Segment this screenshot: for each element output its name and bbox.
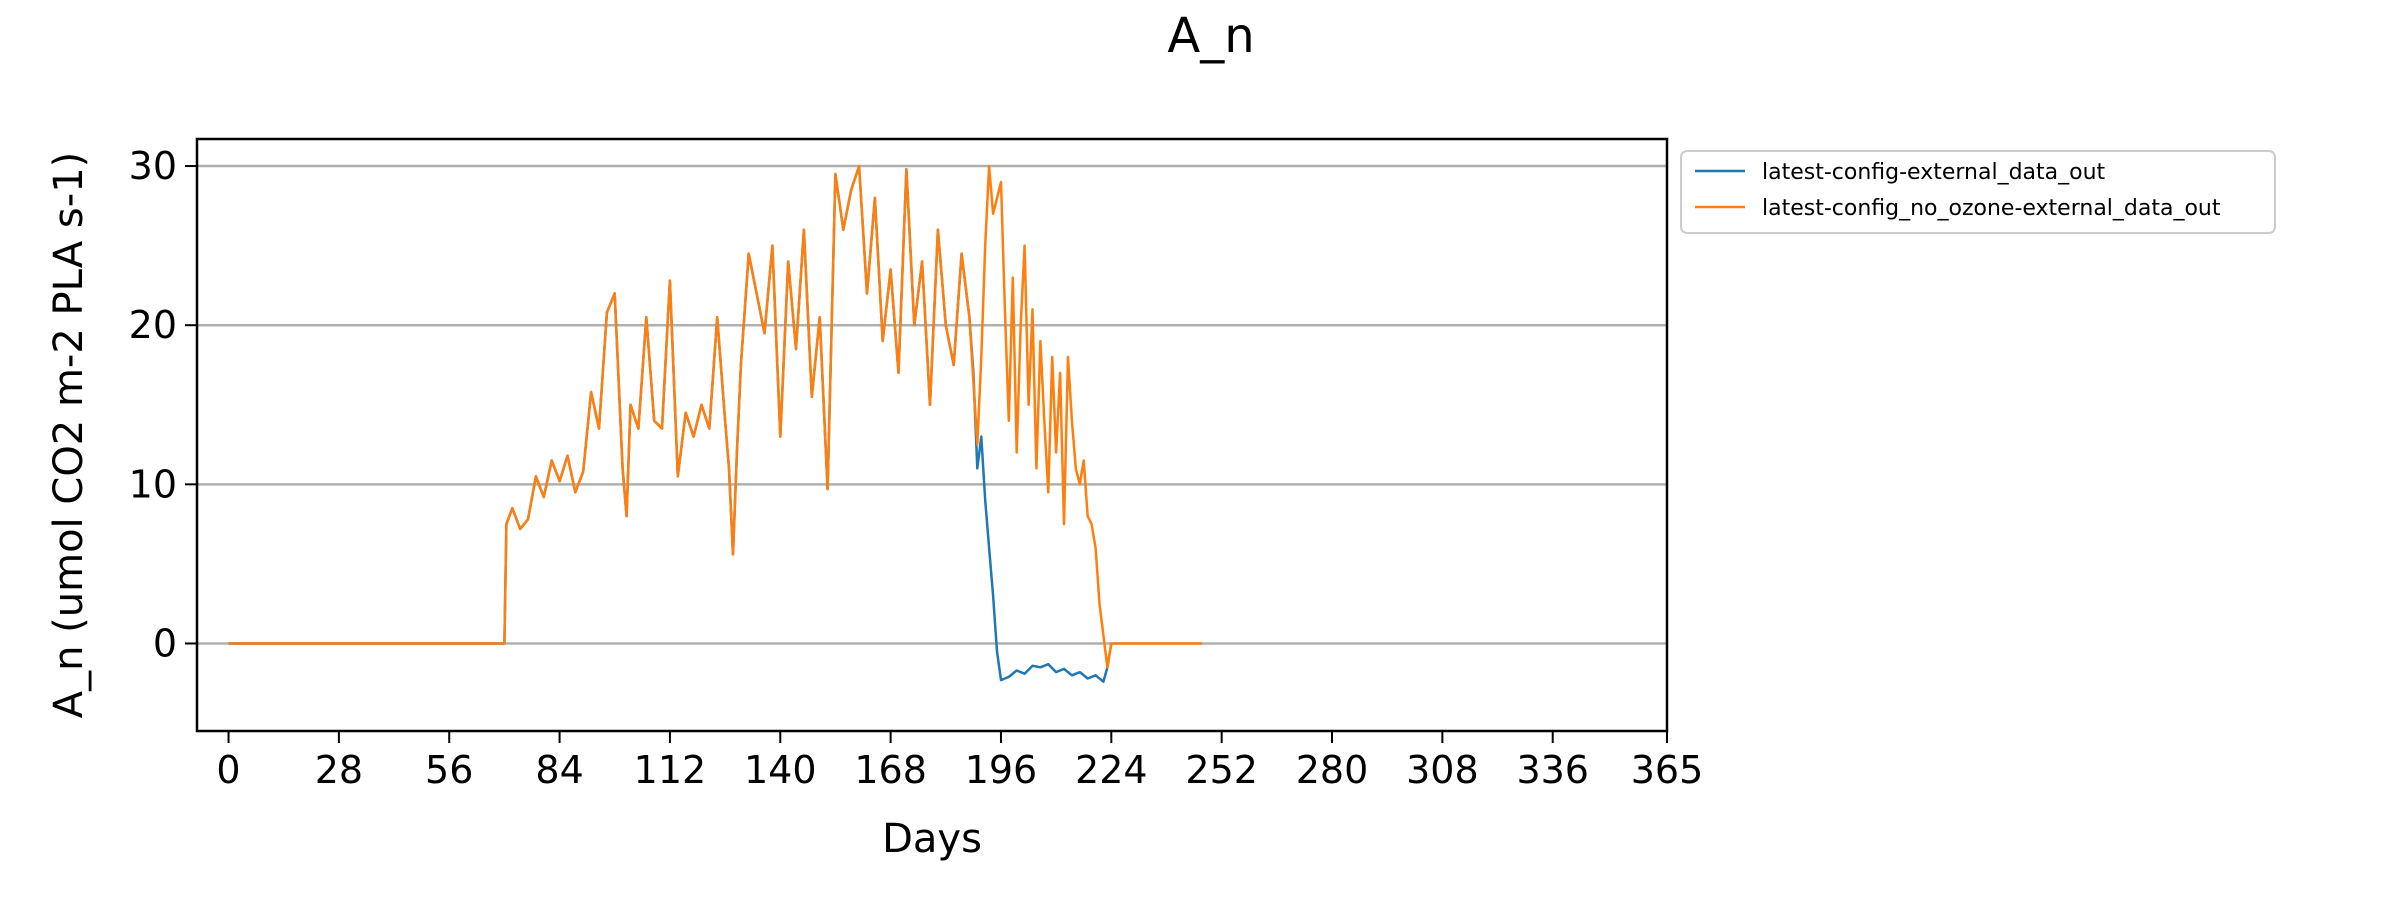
series-layer bbox=[228, 164, 1202, 683]
legend-label-0: latest-config-external_data_out bbox=[1762, 160, 2106, 185]
y-axis-title: A_n (umol CO2 m-2 PLA s-1) bbox=[46, 152, 92, 719]
gridlines bbox=[197, 164, 1667, 645]
x-axis-title: Days bbox=[882, 816, 982, 862]
x-tick-label-0: 0 bbox=[216, 748, 240, 792]
x-tick-label-13: 365 bbox=[1631, 748, 1704, 792]
x-tick-label-7: 196 bbox=[965, 748, 1038, 792]
y-axis: 0 10 20 30 bbox=[129, 144, 197, 665]
x-tick-label-2: 56 bbox=[425, 748, 473, 792]
x-tick-label-6: 168 bbox=[854, 748, 927, 792]
x-tick-label-9: 252 bbox=[1185, 748, 1258, 792]
y-tick-label-1: 10 bbox=[129, 462, 177, 506]
x-tick-label-8: 224 bbox=[1075, 748, 1148, 792]
y-tick-label-2: 20 bbox=[129, 303, 177, 347]
series-line-1 bbox=[228, 164, 1202, 669]
chart-title: A_n bbox=[1167, 8, 1254, 64]
x-tick-label-1: 28 bbox=[315, 748, 363, 792]
x-tick-label-5: 140 bbox=[744, 748, 817, 792]
y-tick-label-0: 0 bbox=[153, 621, 177, 665]
legend-frame bbox=[1680, 150, 2276, 234]
legend-label-1: latest-config_no_ozone-external_data_out bbox=[1762, 196, 2221, 221]
plot-frame bbox=[195, 137, 1669, 733]
x-tick-label-11: 308 bbox=[1406, 748, 1479, 792]
x-tick-label-3: 84 bbox=[535, 748, 583, 792]
x-tick-label-12: 336 bbox=[1516, 748, 1589, 792]
legend: latest-config-external_data_out latest-co… bbox=[1680, 150, 2276, 234]
x-axis: 0 28 56 84 112 140 168 196 224 252 280 308 336 365 bbox=[216, 731, 1703, 792]
y-tick-label-3: 30 bbox=[129, 144, 177, 188]
x-tick-label-10: 280 bbox=[1296, 748, 1369, 792]
x-tick-label-4: 112 bbox=[634, 748, 707, 792]
